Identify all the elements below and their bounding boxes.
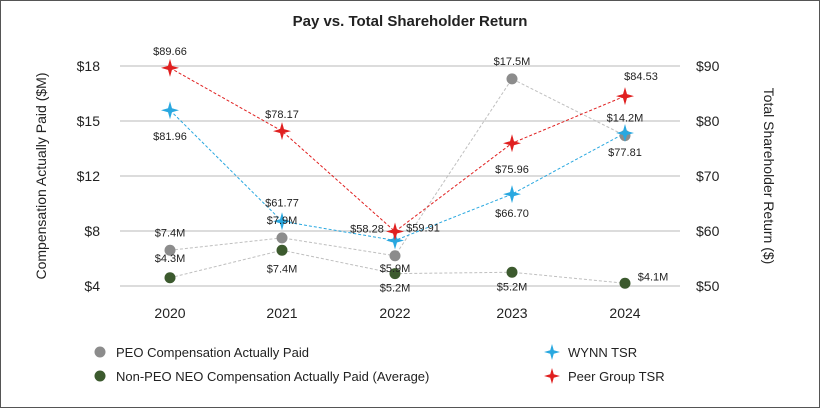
data-label: $17.5M — [494, 56, 531, 68]
data-label: $66.70 — [495, 208, 529, 220]
data-label: $78.17 — [265, 109, 299, 121]
legend-label: Peer Group TSR — [568, 369, 665, 384]
data-label: $5.9M — [380, 263, 411, 275]
data-label: $4.1M — [638, 271, 669, 283]
y-left-tick-label: $8 — [84, 223, 100, 239]
data-label: $81.96 — [153, 131, 187, 143]
gridlines — [120, 65, 680, 287]
legend: PEO Compensation Actually Paid Non-PEO NE… — [94, 344, 665, 384]
series-marker-circle — [276, 244, 288, 256]
series-marker-circle — [506, 266, 518, 278]
y-right-tick-label: $60 — [696, 223, 720, 239]
y-right-tick-label: $50 — [696, 278, 720, 294]
series-line — [169, 67, 626, 233]
data-label: $75.96 — [495, 164, 529, 176]
series-marker-star — [386, 222, 404, 241]
legend-label: PEO Compensation Actually Paid — [116, 345, 309, 360]
series-marker-circle — [389, 268, 401, 280]
data-label: $77.81 — [608, 147, 642, 159]
data-label: $89.66 — [153, 46, 187, 58]
data-label: $61.77 — [265, 197, 299, 209]
series-marker-circle — [276, 232, 288, 244]
series-marker-circle — [506, 73, 518, 85]
data-label: $7.9M — [267, 215, 298, 227]
y-right-axis-title: Total Shareholder Return ($) — [761, 88, 777, 265]
series-marker-star — [616, 124, 634, 143]
data-label: $14.2M — [607, 113, 644, 125]
legend-label: WYNN TSR — [568, 345, 637, 360]
y-right-tick-label: $90 — [696, 58, 720, 74]
x-tick-label: 2021 — [266, 305, 297, 321]
y-left-tick-label: $18 — [77, 58, 101, 74]
data-label: $5.2M — [380, 283, 411, 295]
y-left-axis-title: Compensation Actually Paid ($M) — [33, 73, 49, 280]
series-line — [169, 78, 626, 257]
series-marker-star — [273, 122, 291, 141]
legend-marker-circle — [94, 346, 106, 358]
y-left-tick-label: $12 — [77, 168, 101, 184]
y-left-tick-label: $15 — [77, 113, 101, 129]
y-right-tick-label: $80 — [696, 113, 720, 129]
x-tick-label: 2023 — [496, 305, 527, 321]
data-label: $7.4M — [155, 227, 186, 239]
legend-marker-star — [544, 368, 560, 384]
series-markers — [161, 58, 634, 289]
y-right-tick-label: $70 — [696, 168, 720, 184]
x-tick-label: 2024 — [609, 305, 640, 321]
axis-ticks: $4 $50 $8 $60 $12 $70 $15 $80 $18 $90 2020 2021 2022… — [77, 58, 720, 321]
data-labels: $7.4M $7.9M $5.9M $17.5M $14.2M $4.3M $7.4M $5.… — [153, 46, 668, 295]
series-marker-circle — [389, 250, 401, 262]
series-marker-star — [161, 58, 179, 77]
legend-label: Non-PEO NEO Compensation Actually Paid (… — [116, 369, 429, 384]
series-marker-star — [161, 101, 179, 120]
series-marker-circle — [164, 272, 176, 284]
x-tick-label: 2020 — [154, 305, 185, 321]
data-label: $59.91 — [406, 222, 440, 234]
y-left-tick-label: $4 — [84, 278, 100, 294]
data-label: $58.28 — [350, 223, 384, 235]
series-marker-circle — [164, 244, 176, 256]
data-label: $5.2M — [497, 281, 528, 293]
series-marker-circle — [619, 277, 631, 289]
series-marker-star — [503, 134, 521, 153]
series-marker-star — [503, 185, 521, 204]
chart-title: Pay vs. Total Shareholder Return — [293, 13, 528, 30]
series-marker-star — [616, 87, 634, 106]
x-tick-label: 2022 — [379, 305, 410, 321]
data-label: $84.53 — [624, 71, 658, 83]
data-label: $7.4M — [267, 263, 298, 275]
data-label: $4.3M — [155, 253, 186, 265]
legend-marker-circle — [94, 370, 106, 382]
series-marker-star — [273, 212, 291, 231]
legend-marker-star — [544, 344, 560, 360]
